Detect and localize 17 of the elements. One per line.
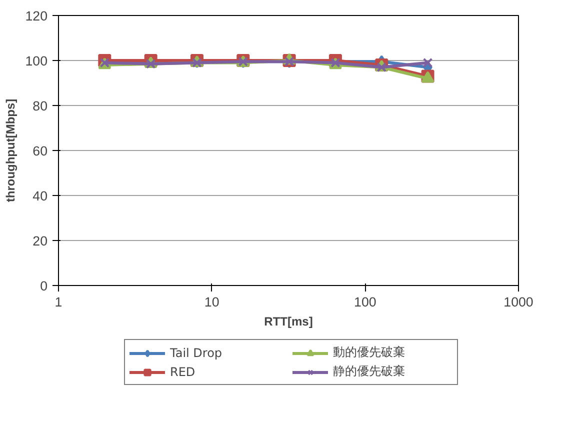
legend-label: Tail Drop: [170, 346, 224, 360]
x-tick-label: 1000: [504, 294, 534, 310]
y-tick-label: 60: [32, 144, 48, 158]
x-axis-title: RTT[ms]: [264, 314, 313, 328]
y-tick-label: 40: [32, 188, 48, 204]
y-tick-label: 120: [25, 8, 48, 24]
legend-label: 静的優先破棄: [333, 363, 406, 380]
legend-label: 動的優先破棄: [333, 344, 406, 361]
y-tick-label: 20: [32, 234, 48, 248]
y-tick-label: 0: [40, 278, 48, 294]
legend-label: RED: [170, 364, 196, 378]
y-tick-label: 80: [32, 98, 48, 114]
x-tick-label: 10: [204, 294, 220, 310]
y-axis-title: throughput[Mbps]: [3, 98, 18, 202]
y-tick-label: 100: [25, 54, 48, 68]
x-tick-label: 100: [354, 294, 376, 310]
x-tick-label: 1: [54, 294, 62, 310]
